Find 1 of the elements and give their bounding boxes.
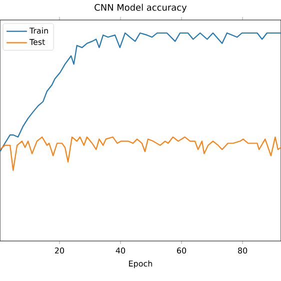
chart-title: CNN Model accuracy xyxy=(94,4,187,12)
